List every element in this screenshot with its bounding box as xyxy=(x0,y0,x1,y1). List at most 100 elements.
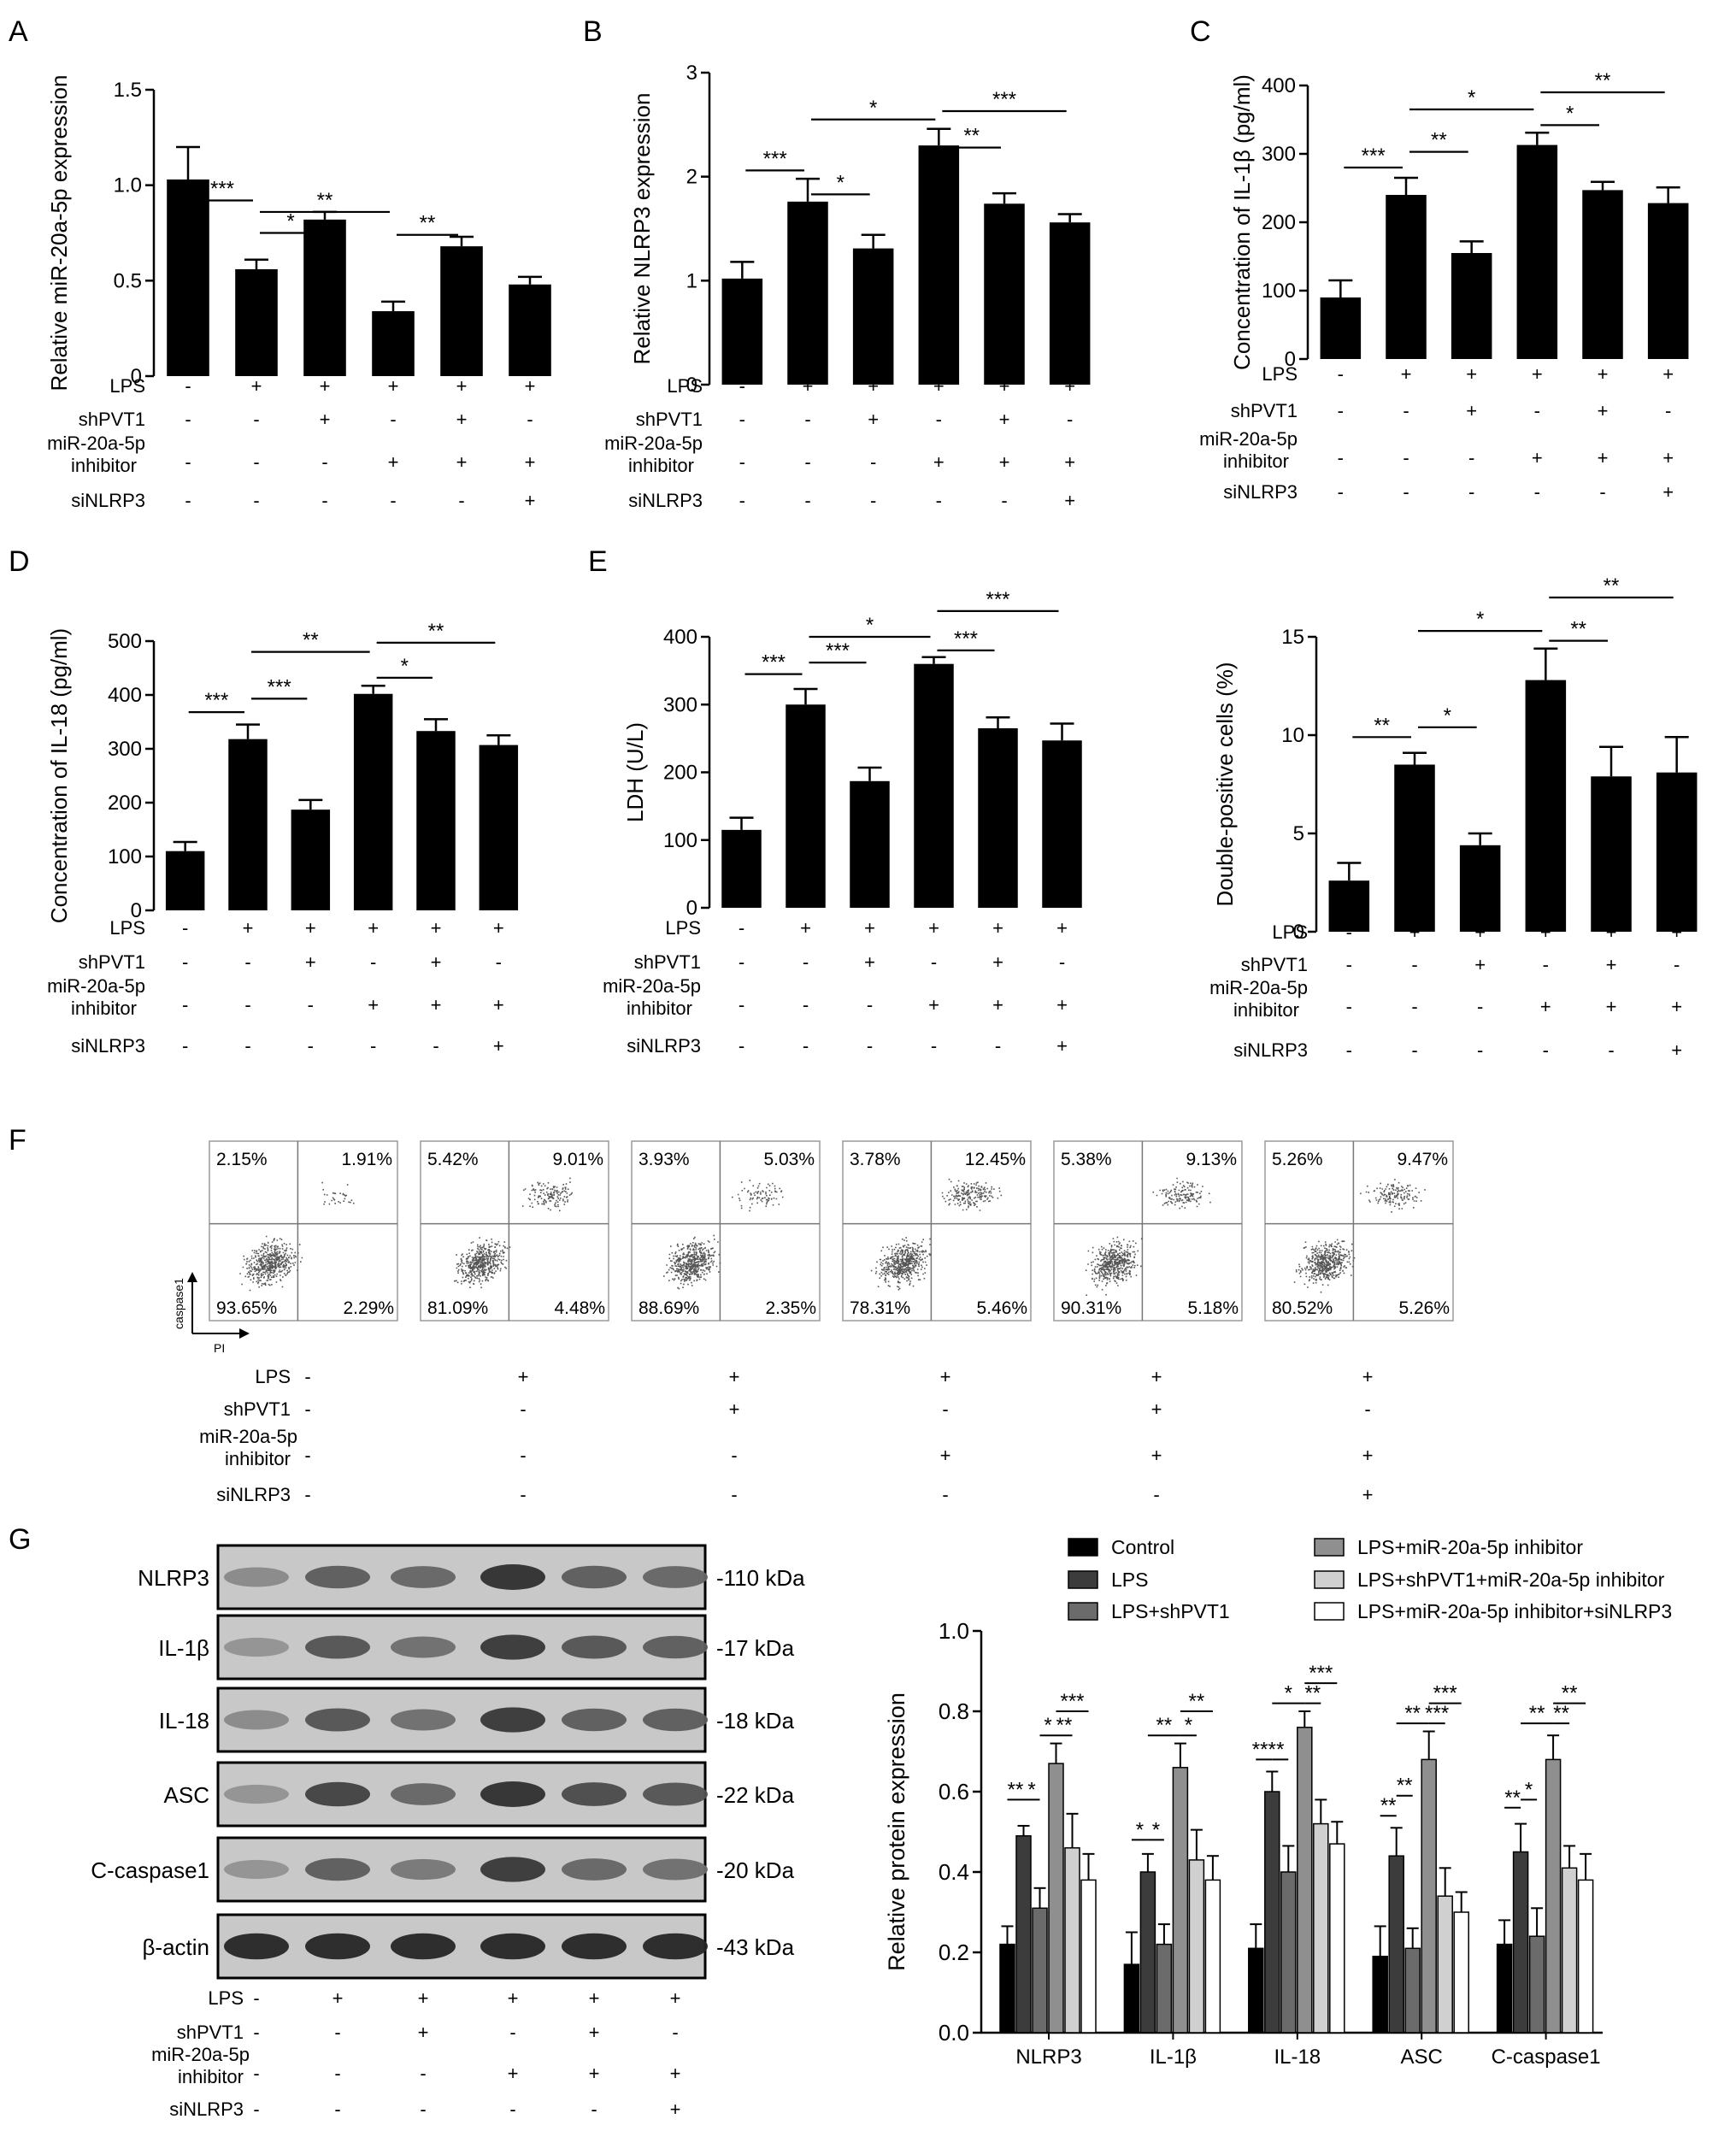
bar xyxy=(291,809,331,910)
treatment-sign: + xyxy=(589,2063,600,2084)
treatment-sign: + xyxy=(418,2022,429,2043)
treatment-sign: - xyxy=(803,951,809,973)
blot-band xyxy=(643,1566,708,1588)
treatment-sign: + xyxy=(589,2022,600,2043)
flow-plot: 2.15% 1.91% 93.65% 2.29% xyxy=(209,1140,398,1322)
flow-plot: 3.78% 12.45% 78.31% 5.46% xyxy=(842,1140,1032,1322)
treatment-sign: - xyxy=(509,2022,515,2043)
treatment-sign: + xyxy=(1671,1039,1682,1061)
treatment-label: LPS xyxy=(1262,363,1298,385)
flow-events xyxy=(663,1180,784,1290)
treatment-sign: + xyxy=(243,917,254,939)
treatment-sign: - xyxy=(304,1445,310,1466)
bar xyxy=(1528,1935,1545,2034)
treatment-label: LPS xyxy=(208,1987,244,2009)
treatment-sign: + xyxy=(670,2063,681,2084)
quadrant-ll: 81.09% xyxy=(427,1298,488,1318)
blot-kda-label: -22 kDa xyxy=(716,1782,795,1808)
quadrant-ur: 9.47% xyxy=(1397,1150,1448,1169)
treatment-sign: - xyxy=(1477,996,1483,1017)
bar xyxy=(1064,1847,1080,2034)
treatment-sign: - xyxy=(1059,951,1065,973)
flow-events xyxy=(1293,1179,1426,1293)
treatment-label: shPVT1 xyxy=(79,409,145,430)
y-tick-label: 100 xyxy=(1262,280,1296,303)
treatment-sign: + xyxy=(1598,363,1609,385)
treatment-label: shPVT1 xyxy=(1241,954,1308,975)
quadrant-ll: 88.69% xyxy=(638,1298,699,1318)
significance-label: ** xyxy=(1562,1682,1578,1705)
quadrant-ur: 1.91% xyxy=(341,1150,392,1169)
legend-label: LPS+miR-20a-5p inhibitor xyxy=(1357,1536,1583,1558)
treatment-sign: + xyxy=(388,375,399,397)
blot-band xyxy=(643,1858,708,1881)
blot-band xyxy=(480,1564,545,1590)
blot-protein-label: NLRP3 xyxy=(138,1565,209,1591)
significance-label: * xyxy=(1044,1714,1051,1737)
treatment-sign: + xyxy=(1362,1484,1374,1505)
treatment-sign: + xyxy=(864,951,875,973)
y-tick-label: 0.5 xyxy=(114,269,142,292)
y-tick-label: 0.6 xyxy=(939,1779,969,1804)
blot-band xyxy=(643,1782,708,1806)
treatment-sign: + xyxy=(1151,1398,1162,1420)
treatment-sign: - xyxy=(1153,1484,1159,1505)
significance-label: * xyxy=(1027,1778,1035,1801)
treatment-label: siNLRP3 xyxy=(1223,481,1298,503)
treatment-sign: - xyxy=(1477,1039,1483,1061)
treatment-label: shPVT1 xyxy=(177,2022,244,2043)
y-tick-label: 0.2 xyxy=(939,1940,969,1965)
quadrant-ur: 9.01% xyxy=(552,1150,603,1169)
treatment-sign: + xyxy=(800,917,811,939)
treatment-sign: - xyxy=(739,1035,744,1057)
treatment-sign: + xyxy=(928,917,939,939)
bar xyxy=(1048,1763,1064,2034)
treatment-label: shPVT1 xyxy=(636,409,703,430)
treatment-sign: - xyxy=(253,2022,259,2043)
significance-label: ** xyxy=(1504,1787,1521,1810)
treatment-sign: + xyxy=(933,451,945,473)
blot-frame xyxy=(216,1913,707,1980)
treatment-sign: + xyxy=(928,994,939,1015)
y-tick-label: 300 xyxy=(663,693,697,716)
legend-swatch xyxy=(1314,1602,1345,1621)
flow-x-label: PI xyxy=(214,1341,225,1355)
significance-label: ** xyxy=(1374,714,1390,737)
quadrant-ur: 12.45% xyxy=(965,1150,1026,1169)
treatment-sign: + xyxy=(992,951,1003,973)
blot-strip: β-actin -43 kDa xyxy=(142,1913,795,1980)
significance-label: ** xyxy=(428,620,444,643)
significance-label: ** xyxy=(420,212,436,235)
bar xyxy=(1516,144,1558,359)
treatment-sign: + xyxy=(368,917,379,939)
bar xyxy=(918,145,960,385)
treatment-sign: - xyxy=(420,2063,426,2084)
flow-plot: 5.38% 9.13% 90.31% 5.18% xyxy=(1053,1140,1243,1322)
treatment-sign: + xyxy=(1409,921,1421,943)
treatment-sign: - xyxy=(334,2063,340,2084)
significance-label: ** xyxy=(1189,1690,1205,1713)
bar xyxy=(1512,1851,1529,2034)
bar xyxy=(1496,1943,1513,2034)
treatment-sign: + xyxy=(868,409,879,430)
y-tick-label: 0 xyxy=(1293,921,1304,944)
bar xyxy=(1313,1822,1329,2034)
treatment-sign: - xyxy=(739,994,744,1015)
blot-protein-label: C-caspase1 xyxy=(91,1857,209,1883)
treatment-sign: - xyxy=(496,951,502,973)
blot-band xyxy=(224,1859,289,1880)
significance-label: *** xyxy=(1433,1682,1457,1705)
panel-label-a: A xyxy=(9,15,28,48)
bar xyxy=(1329,1843,1345,2034)
blot-frame xyxy=(216,1544,707,1610)
treatment-sign: + xyxy=(368,994,379,1015)
bar xyxy=(235,268,278,376)
treatment-label: LPS xyxy=(255,1366,291,1387)
legend-swatch xyxy=(1068,1570,1098,1589)
treatment-label: siNLRP3 xyxy=(627,1035,701,1057)
blot-strip: NLRP3 -110 kDa xyxy=(138,1544,805,1610)
quadrant-lr: 5.18% xyxy=(1187,1298,1239,1318)
legend-label: LPS+miR-20a-5p inhibitor+siNLRP3 xyxy=(1357,1600,1672,1622)
treatment-sign: - xyxy=(1411,1039,1417,1061)
treatment-sign: + xyxy=(1540,921,1551,943)
